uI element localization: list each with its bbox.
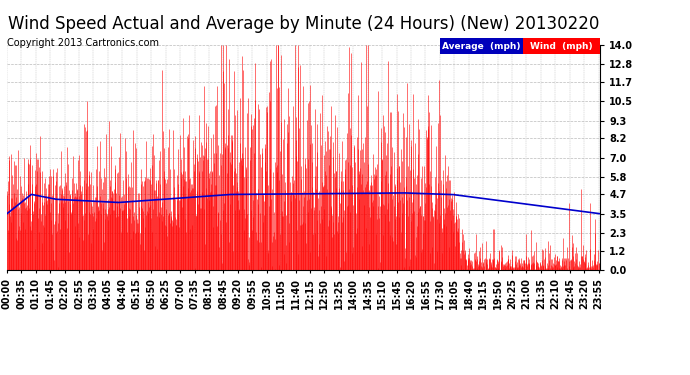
Text: Copyright 2013 Cartronics.com: Copyright 2013 Cartronics.com xyxy=(7,38,159,48)
Text: Wind Speed Actual and Average by Minute (24 Hours) (New) 20130220: Wind Speed Actual and Average by Minute … xyxy=(8,15,600,33)
